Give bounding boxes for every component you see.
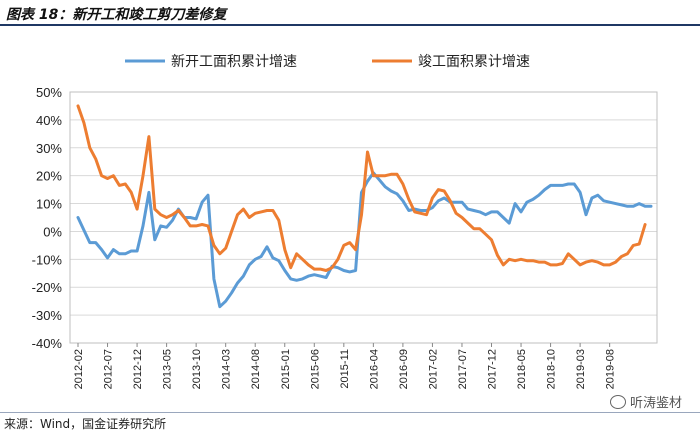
- x-tick-label: 2012-07: [103, 349, 115, 389]
- x-tick-label: 2012-02: [73, 349, 85, 389]
- x-tick-label: 2018-10: [546, 349, 558, 389]
- legend: 新开工面积累计增速 竣工面积累计增速: [125, 54, 530, 70]
- x-tick-label: 2015-06: [309, 349, 321, 389]
- y-tick-label: -20%: [32, 280, 63, 295]
- y-tick-label: 30%: [36, 141, 62, 156]
- x-tick-label: 2019-03: [575, 349, 587, 389]
- x-tick-label: 2014-03: [221, 349, 233, 389]
- y-tick-label: 50%: [36, 85, 62, 100]
- y-tick-label: 10%: [36, 197, 62, 212]
- title-rule: [0, 24, 700, 26]
- y-tick-label: 20%: [36, 169, 62, 184]
- x-tick-label: 2019-08: [605, 349, 617, 389]
- series-lines: [76, 104, 653, 309]
- y-tick-label: 40%: [36, 113, 62, 128]
- legend-label: 竣工面积累计增速: [418, 54, 530, 70]
- source-note: 来源：Wind，国金证券研究所: [4, 417, 167, 431]
- x-tick-label: 2017-07: [457, 349, 469, 389]
- figure-title: 图表 18：新开工和竣工剪刀差修复: [6, 7, 227, 23]
- x-tick-label: 2017-12: [487, 349, 499, 389]
- plot-frame: [69, 91, 658, 344]
- y-tick-label: -10%: [32, 252, 63, 267]
- footer-rule: [0, 412, 700, 413]
- series-line-completions: [76, 104, 647, 272]
- x-tick-label: 2013-10: [191, 349, 203, 389]
- x-tick-label: 2013-05: [162, 349, 174, 389]
- y-tick-label: -30%: [32, 308, 63, 323]
- x-tick-label: 2012-12: [132, 349, 144, 389]
- x-tick-label: 2018-05: [516, 349, 528, 389]
- x-tick-label: 2017-02: [427, 349, 439, 389]
- x-tick-label: 2016-04: [368, 349, 380, 389]
- y-tick-label: 0%: [43, 224, 62, 239]
- x-tick-label: 2015-01: [280, 349, 292, 389]
- watermark: 听涛鉴材: [609, 392, 682, 411]
- wechat-icon: [609, 394, 626, 409]
- x-tick-label: 2015-11: [339, 349, 351, 389]
- x-axis-ticks: 2012-02 2012-07 2012-12 2013-05 2013-10 2014-…: [73, 343, 617, 389]
- legend-label: 新开工面积累计增速: [171, 54, 297, 70]
- x-tick-label: 2016-09: [398, 349, 410, 389]
- watermark-text: 听涛鉴材: [629, 396, 682, 411]
- y-axis-ticks: 50% 40% 30% 20% 10% 0% -10% -20% -30% -40%: [32, 85, 63, 351]
- x-tick-label: 2014-08: [250, 349, 262, 389]
- y-tick-label: -40%: [32, 336, 63, 351]
- gridlines: [69, 91, 658, 344]
